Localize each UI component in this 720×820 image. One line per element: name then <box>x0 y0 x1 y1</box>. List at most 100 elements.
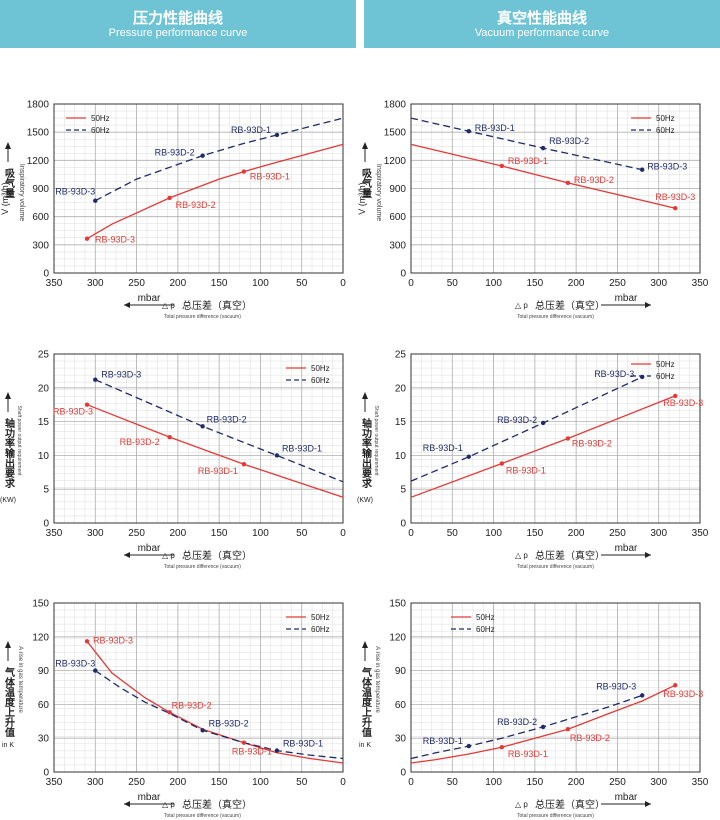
y-axis-title-en: A rise in gas temperature <box>374 646 380 713</box>
model-label: RB-93D-1 <box>506 466 546 476</box>
x-tick-label: 50 <box>447 278 459 289</box>
model-label: RB-93D-2 <box>155 148 195 158</box>
x-tick-label: 100 <box>252 278 269 289</box>
x-tick-label: 100 <box>485 777 502 788</box>
y-tick-label: 10 <box>395 451 407 462</box>
series-line-60hz <box>95 379 344 483</box>
data-point-hz50 <box>167 710 172 715</box>
series-line-60hz <box>94 117 344 202</box>
data-point-hz50 <box>565 180 571 186</box>
model-label: RB-93D-3 <box>93 635 133 645</box>
data-point-hz60 <box>93 377 98 382</box>
model-label: RB-93D-3 <box>55 659 95 669</box>
banner-subtitle-vacuum: Vacuum performance curve <box>474 27 610 39</box>
y-tick-label: 60 <box>38 700 50 711</box>
y-tick-label: 0 <box>400 519 406 530</box>
model-label: RB-93D-1 <box>250 172 290 182</box>
x-tick-label: 350 <box>46 777 63 788</box>
x-tick-label: 350 <box>692 528 709 539</box>
model-label: RB-93D-2 <box>497 415 537 425</box>
model-label: RB-93D-3 <box>101 370 141 380</box>
model-label: RB-93D-1 <box>475 123 515 133</box>
x-tick-label: 0 <box>408 278 414 289</box>
banner-pressure: 压力性能曲线 Pressure performance curve <box>0 0 356 48</box>
chart-vacuum-power: 0 50 100 150 200 250 300 350 0 5 10 15 20 25 RB-93D-1 R… <box>357 350 709 571</box>
banner-title-vacuum: 真空性能曲线 <box>496 9 587 27</box>
y-tick-label: 120 <box>32 632 49 643</box>
model-label: RB-93D-3 <box>594 369 634 379</box>
y-tick-label: 0 <box>400 768 406 779</box>
y-tick-label: 25 <box>38 350 50 361</box>
y-arrow-up-icon <box>362 392 368 399</box>
y-axis-title-cn: 吸气量 <box>360 168 373 198</box>
y-tick-label: 1500 <box>27 128 50 139</box>
y-tick-label: 20 <box>38 383 50 394</box>
x-tick-label: 300 <box>650 278 667 289</box>
y-tick-label: 60 <box>395 700 407 711</box>
data-point-hz50 <box>499 745 505 750</box>
y-tick-label: 1800 <box>384 100 407 111</box>
x-tick-label: 0 <box>340 528 346 539</box>
x-arrow-left-icon <box>124 302 130 308</box>
y-tick-label: 25 <box>395 350 407 361</box>
series-line-50hz <box>86 143 344 240</box>
x-unit-label: mbar <box>138 543 161 554</box>
data-point-hz50 <box>241 740 247 745</box>
x-axis-annotation: mbar△ p 总压差（真空） Total pressure difference … <box>124 792 252 819</box>
data-point-hz60 <box>274 132 280 138</box>
data-point-hz60 <box>200 728 205 733</box>
model-label: RB-93D-3 <box>663 398 703 408</box>
data-point-hz60 <box>640 167 645 172</box>
x-tick-label: 300 <box>650 528 667 539</box>
x-tick-label: 50 <box>447 528 459 539</box>
series-line-50hz <box>86 404 344 498</box>
x-arrow-right-icon <box>645 801 651 807</box>
x-tick-label: 250 <box>128 278 145 289</box>
legend-label-50hz: 50Hz <box>476 613 495 622</box>
data-point-hz60 <box>466 129 471 134</box>
x-tick-label: 200 <box>170 777 187 788</box>
x-arrow-right-icon <box>645 302 651 308</box>
delta-p-label: △ p <box>515 800 528 809</box>
series-line-60hz <box>410 376 643 482</box>
data-point-hz50 <box>565 726 571 732</box>
legend-label-60hz: 60Hz <box>91 126 110 135</box>
plot-frame <box>53 103 344 274</box>
y-axis-title-en: Shaft power output requirement <box>16 405 22 476</box>
x-tick-label: 150 <box>211 278 228 289</box>
y-tick-label: 5 <box>400 485 406 496</box>
model-label: RB-93D-1 <box>232 747 272 757</box>
series-line-50hz <box>410 143 676 209</box>
model-label: RB-93D-2 <box>570 733 610 743</box>
y-tick-label: 300 <box>32 240 49 251</box>
x-tick-label: 300 <box>87 278 104 289</box>
x-axis-annotation: mbar△ p 总压差（真空） Total pressure difference … <box>124 293 252 320</box>
data-point-hz50 <box>84 639 90 644</box>
y-tick-label: 150 <box>389 599 406 610</box>
x-axis-title-en: Total pressure difference (vacuum) <box>517 564 594 570</box>
x-tick-label: 0 <box>340 777 346 788</box>
x-tick-label: 200 <box>568 528 585 539</box>
data-point-hz60 <box>274 748 280 753</box>
y-tick-label: 1500 <box>384 128 407 139</box>
model-label: RB-93D-2 <box>209 718 249 728</box>
data-point-hz60 <box>200 424 205 429</box>
model-label: RB-93D-2 <box>549 136 589 146</box>
legend-label-60hz: 60Hz <box>311 625 330 634</box>
x-tick-label: 150 <box>211 528 228 539</box>
x-tick-label: 250 <box>609 278 626 289</box>
plot-frame <box>53 602 344 773</box>
x-tick-label: 350 <box>46 528 63 539</box>
legend-label-50hz: 50Hz <box>91 114 110 123</box>
model-label: RB-93D-2 <box>120 437 160 447</box>
y-tick-label: 1200 <box>27 156 50 167</box>
x-arrow-right-icon <box>645 552 651 558</box>
x-tick-label: 100 <box>252 528 269 539</box>
data-point-hz50 <box>565 436 571 441</box>
model-label: RB-93D-1 <box>283 739 323 749</box>
model-label: RB-93D-3 <box>663 689 703 699</box>
x-axis-annotation: mbar△ p 总压差（真空） Total pressure difference … <box>124 543 252 570</box>
y-tick-label: 0 <box>43 768 49 779</box>
